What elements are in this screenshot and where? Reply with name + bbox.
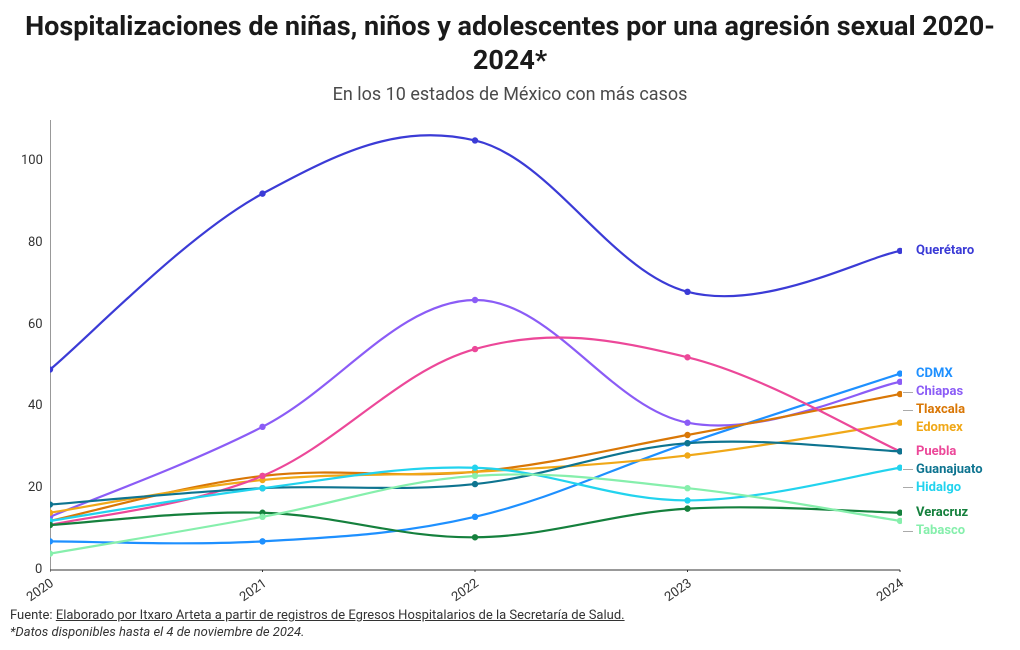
series-marker [897,518,902,524]
series-marker [259,514,265,520]
series-marker [897,379,902,385]
series-marker [259,190,265,196]
label-connector [903,487,913,488]
chart-plot-area: 02040608010020202021202220232024Querétar… [50,120,1010,620]
series-marker [259,473,265,479]
series-line-puebla [50,337,900,525]
series-marker [684,452,690,458]
label-connector [903,469,913,470]
x-tick-label: 2024 [874,576,907,605]
series-label-edomex: Edomex [916,420,963,435]
series-label-tlaxcala: Tlaxcala [916,402,965,417]
label-connector [903,410,913,411]
x-tick-label: 2020 [24,576,57,605]
series-label-veracruz: Veracruz [916,505,968,520]
series-label-puebla: Puebla [916,444,956,459]
series-marker [472,346,478,352]
series-label-guanajuato: Guanajuato [916,462,983,477]
footer-source-label: Fuente: [10,608,56,623]
series-marker [897,370,902,376]
series-marker [50,501,53,507]
series-marker [684,440,690,446]
y-tick-label: 0 [35,562,42,577]
series-marker [684,505,690,511]
series-marker [472,137,478,143]
series-marker [684,485,690,491]
series-marker [684,497,690,503]
series-marker [684,354,690,360]
series-label-chiapas: Chiapas [916,384,963,399]
series-marker [259,485,265,491]
series-line-querétaro [50,135,900,369]
label-connector [903,392,913,393]
series-marker [472,514,478,520]
y-tick-label: 100 [21,153,42,168]
y-tick-label: 40 [28,398,42,413]
chart-footer: Fuente: Elaborado por Itxaro Arteta a pa… [10,608,625,640]
series-marker [472,534,478,540]
y-tick-label: 20 [28,480,42,495]
y-tick-label: 80 [28,235,42,250]
series-marker [50,522,53,528]
x-tick-label: 2023 [662,576,695,605]
label-connector [903,531,913,532]
chart-svg [50,120,902,572]
series-marker [259,538,265,544]
series-label-querétaro: Querétaro [916,243,974,258]
series-marker [472,297,478,303]
series-marker [684,432,690,438]
series-marker [259,424,265,430]
series-marker [50,538,53,544]
y-tick-label: 60 [28,317,42,332]
series-marker [684,289,690,295]
footer-note: *Datos disponibles hasta el 4 de noviemb… [10,625,625,640]
series-marker [897,510,902,516]
x-tick-label: 2021 [237,576,270,605]
series-marker [897,465,902,471]
footer-source-text: Elaborado por Itxaro Arteta a partir de … [56,608,625,623]
series-marker [684,420,690,426]
series-marker [897,391,902,397]
series-label-tabasco: Tabasco [916,523,965,538]
series-marker [50,550,53,556]
series-marker [472,481,478,487]
x-tick-label: 2022 [449,576,482,605]
series-marker [472,473,478,479]
series-marker [897,248,902,254]
series-marker [897,420,902,426]
series-label-hidalgo: Hidalgo [916,480,961,495]
chart-title: Hospitalizaciones de niñas, niños y adol… [0,0,1020,78]
series-marker [472,465,478,471]
series-label-cdmx: CDMX [916,366,953,381]
chart-subtitle: En los 10 estados de México con más caso… [0,78,1020,105]
